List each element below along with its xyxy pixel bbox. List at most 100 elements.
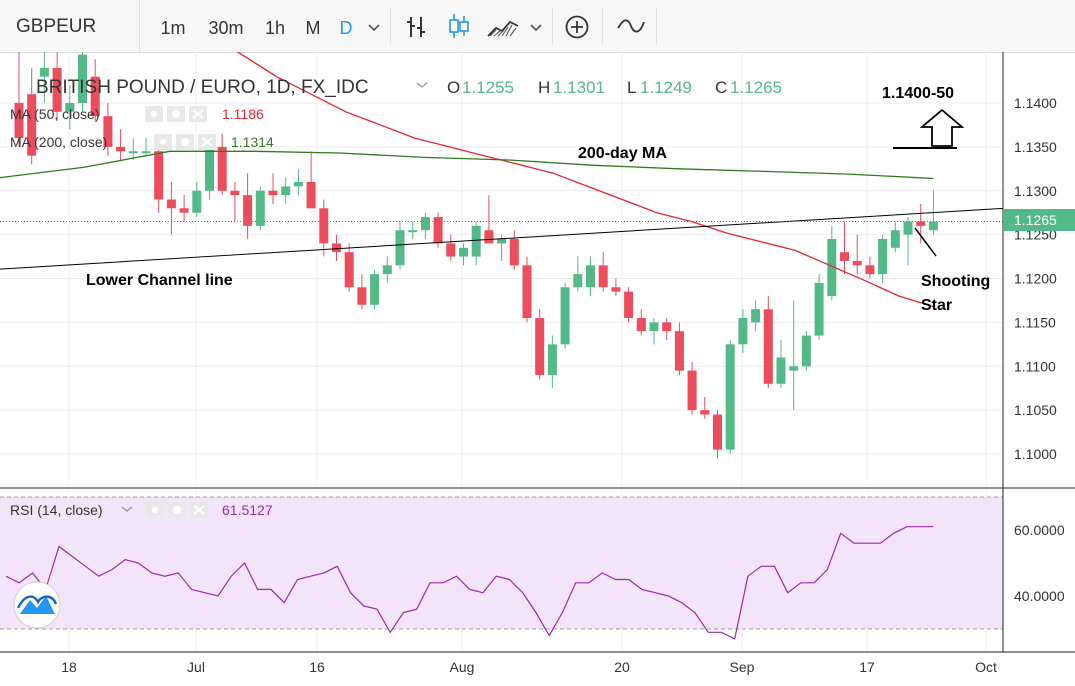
candle-body <box>103 116 113 147</box>
candle-body <box>14 103 24 139</box>
interval-1h-button[interactable]: 1h <box>264 18 286 38</box>
candle-body <box>535 317 545 376</box>
candle <box>166 181 176 235</box>
candle <box>370 269 380 310</box>
candle-body <box>751 309 761 323</box>
candle <box>878 234 888 283</box>
rsi-tick-label: 40.0000 <box>1014 588 1065 604</box>
candle <box>420 212 430 240</box>
interval-30m-button[interactable]: 30m <box>208 18 244 38</box>
candle-body <box>560 287 570 345</box>
candle-body <box>509 239 519 266</box>
toolbar-divider <box>656 8 657 44</box>
ma200-legend-buttons[interactable] <box>154 134 216 150</box>
time-tick-label: Aug <box>450 659 475 675</box>
candle-body <box>382 265 392 275</box>
candle-body <box>662 322 672 332</box>
ma200-line <box>0 150 934 180</box>
interval-1m-button[interactable]: 1m <box>160 18 186 38</box>
rsi-tick-label: 60.0000 <box>1014 522 1065 538</box>
candle <box>78 52 87 112</box>
toolbar-divider <box>602 8 603 44</box>
candle-body <box>738 317 748 345</box>
candle-body <box>408 230 418 233</box>
last-price-label: 1.1265 <box>1014 212 1057 228</box>
rsi-legend-value: 61.5127 <box>222 502 273 518</box>
high-label: H <box>538 78 550 97</box>
bar-style-icon[interactable] <box>404 14 430 40</box>
pattern-annotation-line2: Star <box>921 297 952 314</box>
toolbar: GBPEUR 1m 30m 1h M D <box>0 0 1075 53</box>
candle <box>192 181 202 218</box>
candle-body <box>763 309 773 384</box>
candle-body <box>674 331 684 371</box>
candle <box>827 225 837 301</box>
candle-body <box>649 322 659 332</box>
candle-body <box>484 230 494 244</box>
rsi-legend-buttons[interactable] <box>146 502 208 518</box>
candle-body <box>624 291 634 318</box>
candle <box>128 138 138 161</box>
chevron-down-icon[interactable] <box>366 19 382 35</box>
interval-month-button[interactable]: M <box>305 18 321 38</box>
price-chart[interactable]: 1.10001.10501.11001.11501.12001.12501.13… <box>0 52 1075 686</box>
area-style-icon[interactable] <box>486 14 520 40</box>
candle-body <box>268 190 278 196</box>
candle-body <box>611 287 621 292</box>
candle-body <box>852 260 862 266</box>
add-compare-icon[interactable] <box>564 14 590 40</box>
chevron-down-icon[interactable] <box>528 19 544 35</box>
time-axis[interactable]: 18 Jul 16 Aug 20 Sep 17 Oct <box>61 659 997 675</box>
interval-day-button[interactable]: D <box>339 18 353 38</box>
candle <box>662 317 672 340</box>
candle <box>687 361 697 415</box>
chart-logo[interactable] <box>13 581 61 629</box>
candle-body <box>700 410 710 415</box>
pattern-pointer-line <box>914 227 937 257</box>
candle <box>814 274 824 340</box>
candle <box>484 195 494 244</box>
candle <box>27 67 37 165</box>
candle-style-icon[interactable] <box>446 12 472 40</box>
candle-body <box>916 221 926 226</box>
candle <box>446 234 456 261</box>
candle <box>865 256 875 279</box>
candle-body <box>116 146 126 152</box>
ma50-legend-label[interactable]: MA (50, close) <box>10 106 99 122</box>
rsi-axis[interactable]: 40.0000 60.0000 <box>1014 522 1065 604</box>
candle <box>763 296 773 389</box>
candle-body <box>90 76 100 117</box>
price-tick-label: 1.1050 <box>1014 402 1057 418</box>
symbol-search[interactable]: GBPEUR <box>0 0 140 52</box>
candle <box>90 59 100 121</box>
candle-body <box>230 190 240 196</box>
candle <box>230 181 240 222</box>
candle <box>357 274 367 310</box>
price-tick-label: 1.1300 <box>1014 183 1057 199</box>
candle <box>395 221 405 270</box>
series-title[interactable]: BRITISH POUND / EURO, 1D, FX_IDC <box>36 77 369 98</box>
candle-body <box>598 265 608 288</box>
indicators-icon[interactable] <box>616 16 646 36</box>
price-axis[interactable]: 1.10001.10501.11001.11501.12001.12501.13… <box>1014 95 1057 462</box>
rsi-legend-label[interactable]: RSI (14, close) <box>10 502 103 518</box>
chevron-down-icon[interactable] <box>416 82 428 88</box>
toolbar-divider <box>390 8 391 44</box>
candle <box>674 322 684 376</box>
last-price-badge <box>1004 209 1075 231</box>
candle-body <box>332 243 341 253</box>
candle-body <box>52 67 62 112</box>
price-tick-label: 1.1200 <box>1014 271 1057 287</box>
candle <box>649 317 659 345</box>
pattern-annotation-line1: Shooting <box>921 273 990 290</box>
candle <box>890 221 900 253</box>
candle <box>903 217 913 266</box>
candle <box>281 177 291 204</box>
candle <box>459 243 468 266</box>
ma50-legend-buttons[interactable] <box>145 106 207 122</box>
ma200-legend-label[interactable]: MA (200, close) <box>10 134 107 150</box>
candle-body <box>395 230 405 266</box>
price-tick-label: 1.1000 <box>1014 446 1057 462</box>
chevron-down-icon[interactable] <box>121 506 133 512</box>
candle-body <box>497 239 507 244</box>
